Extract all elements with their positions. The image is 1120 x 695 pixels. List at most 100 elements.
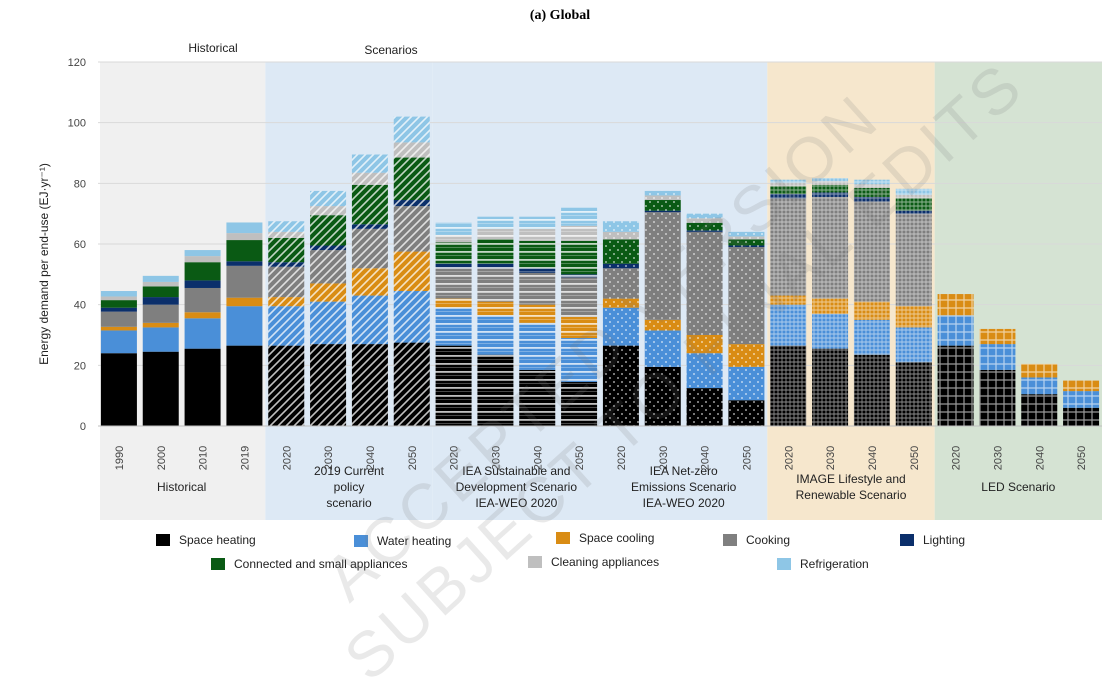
bar-segment-space-cooling	[770, 295, 807, 305]
bar-segment-refrigeration	[728, 231, 765, 237]
bar-segment-lighting	[310, 245, 347, 251]
bar-segment-water-heating	[310, 301, 347, 345]
bar-segment-connected-and-small-appliances	[770, 186, 807, 194]
group-label: IEA-WEO 2020	[475, 496, 557, 510]
bar-segment-cooking	[812, 196, 849, 299]
bar-segment-water-heating	[100, 330, 137, 354]
y-axis-label: Energy demand per end-use (EJ·yr⁻¹)	[37, 163, 51, 365]
bar-segment-space-heating	[100, 353, 137, 426]
bar-segment-cooking	[226, 265, 263, 298]
bar-segment-cleaning-appliances	[895, 194, 932, 199]
group-background	[934, 62, 1102, 520]
bar-segment-connected-and-small-appliances	[519, 240, 556, 269]
legend-label: Cleaning appliances	[551, 555, 660, 569]
bar-segment-cleaning-appliances	[226, 233, 263, 241]
bar-segment-cleaning-appliances	[686, 218, 723, 223]
bar-segment-cleaning-appliances	[310, 206, 347, 216]
x-tick-label: 2050	[574, 446, 586, 470]
bar-segment-connected-and-small-appliances	[812, 184, 849, 193]
bar-segment-space-cooling	[561, 316, 598, 339]
legend-swatch	[211, 558, 225, 570]
x-tick-label: 2030	[490, 446, 502, 470]
x-tick-label: 2030	[323, 446, 335, 470]
bar-segment-cooking	[435, 268, 472, 299]
bar-segment-refrigeration	[644, 190, 681, 196]
group-label: policy	[334, 480, 365, 494]
bar-segment-refrigeration	[519, 216, 556, 229]
bar-segment-cooking	[728, 247, 765, 345]
bar-segment-cooking	[268, 266, 305, 298]
legend-swatch	[156, 534, 170, 546]
bar-segment-connected-and-small-appliances	[435, 242, 472, 264]
bar-segment-refrigeration	[142, 275, 179, 282]
bar-segment-lighting	[895, 210, 932, 214]
bar-segment-cooking	[184, 287, 221, 313]
legend-swatch	[354, 535, 368, 547]
bar-segment-space-heating	[477, 354, 514, 426]
bar-segment-space-heating	[435, 345, 472, 426]
group-label: IEA Net-zero	[650, 464, 718, 478]
bar-segment-water-heating	[477, 315, 514, 355]
bar-segment-cleaning-appliances	[142, 281, 179, 287]
bar-segment-cleaning-appliances	[602, 231, 639, 240]
bar-segment-refrigeration	[686, 213, 723, 219]
bar-segment-water-heating	[937, 315, 974, 346]
bar-segment-cooking	[351, 228, 388, 269]
group-label: Renewable Scenario	[796, 488, 907, 502]
bar-segment-water-heating	[770, 304, 807, 346]
bar-segment-lighting	[519, 268, 556, 273]
bar-segment-lighting	[602, 263, 639, 269]
bar-segment-water-heating	[351, 295, 388, 345]
bar-segment-refrigeration	[310, 190, 347, 207]
x-tick-label: 1990	[114, 446, 126, 470]
legend-item-refrigeration: Refrigeration	[777, 557, 869, 571]
bar-segment-refrigeration	[184, 250, 221, 257]
bar-segment-space-cooling	[1063, 380, 1100, 392]
bar-segment-lighting	[561, 274, 598, 278]
x-tick-label: 2040	[700, 446, 712, 470]
bar-segment-water-heating	[1021, 377, 1058, 395]
bar-segment-water-heating	[979, 344, 1016, 370]
legend-label: Space cooling	[579, 531, 655, 545]
bar-segment-space-cooling	[477, 301, 514, 316]
bar-segment-lighting	[770, 193, 807, 199]
bar-segment-cleaning-appliances	[393, 142, 430, 158]
bar-segment-water-heating	[1063, 391, 1100, 408]
bar-segment-lighting	[435, 263, 472, 269]
bar-segment-space-cooling	[979, 328, 1016, 345]
bar-segment-lighting	[728, 245, 765, 248]
bar-segment-lighting	[644, 210, 681, 213]
x-tick-label: 2050	[741, 446, 753, 470]
bar-segment-water-heating	[644, 330, 681, 367]
bar-segment-water-heating	[686, 353, 723, 389]
legend-swatch	[900, 534, 914, 546]
bar-segment-cooking	[310, 250, 347, 284]
bar-segment-cleaning-appliances	[477, 228, 514, 240]
bar-segment-connected-and-small-appliances	[268, 237, 305, 263]
group-label: Development Scenario	[456, 480, 578, 494]
bar-segment-refrigeration	[561, 207, 598, 226]
bar-segment-water-heating	[895, 327, 932, 363]
bar-segment-space-cooling	[268, 297, 305, 307]
bar-segment-cooking	[561, 277, 598, 317]
bar-segment-space-heating	[644, 366, 681, 426]
bar-segment-space-heating	[853, 354, 890, 426]
group-label: IEA Sustainable and	[462, 464, 570, 478]
x-tick-label: 2040	[1034, 446, 1046, 470]
bar-segment-water-heating	[519, 322, 556, 370]
bar-segment-lighting	[477, 263, 514, 269]
bar-segment-refrigeration	[812, 178, 849, 182]
bar-segment-space-cooling	[812, 298, 849, 314]
bar-segment-space-heating	[351, 344, 388, 426]
x-tick-label: 2019	[239, 446, 251, 470]
legend-item-space-heating: Space heating	[156, 533, 256, 547]
bar-segment-space-cooling	[728, 344, 765, 367]
x-tick-label: 2020	[616, 446, 628, 470]
bar-segment-lighting	[853, 196, 890, 202]
bar-segment-space-cooling	[310, 283, 347, 302]
bar-segment-connected-and-small-appliances	[226, 240, 263, 262]
legend-item-cleaning-appliances: Cleaning appliances	[528, 555, 659, 569]
bar-segment-cooking	[853, 201, 890, 302]
x-tick-label: 2040	[867, 446, 879, 470]
bar-segment-cleaning-appliances	[184, 256, 221, 263]
